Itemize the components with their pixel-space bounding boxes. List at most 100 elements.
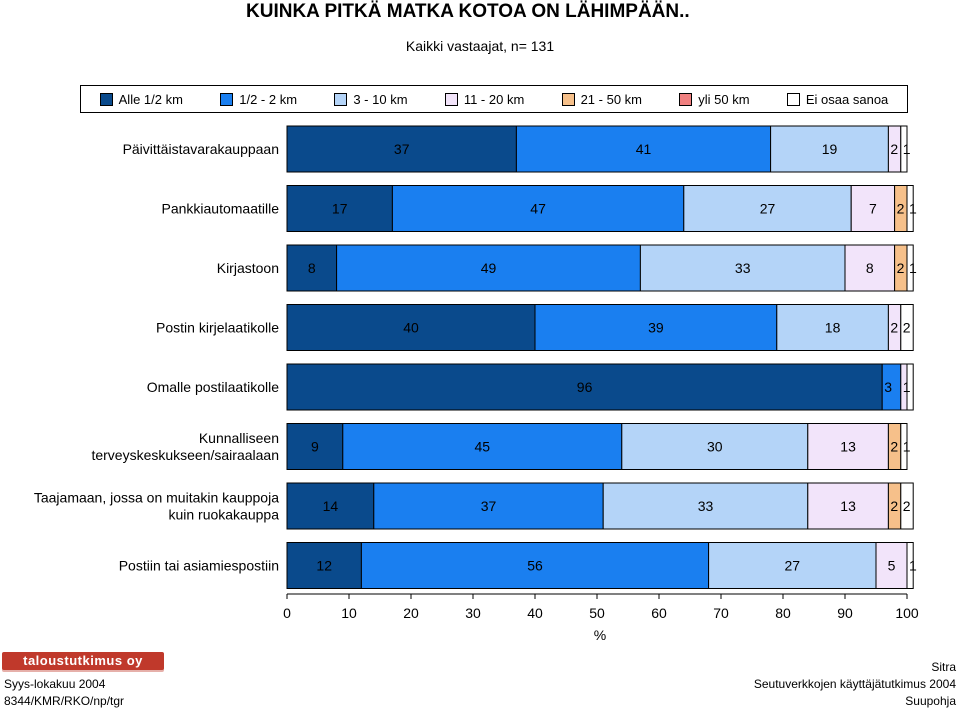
x-tick-label: 10	[341, 605, 357, 621]
data-label: 33	[735, 260, 751, 276]
bar-segment	[534, 304, 778, 351]
bar-segment	[850, 185, 896, 232]
bar-segment	[906, 244, 914, 292]
bar-segment	[900, 125, 908, 173]
legend-item: Alle 1/2 km	[99, 91, 183, 107]
bar-segment	[906, 185, 914, 232]
data-label: 2	[890, 141, 898, 157]
bar-segment	[683, 185, 852, 232]
category-label: Päivittäistavarakauppaan	[123, 141, 279, 157]
legend-swatch	[334, 92, 348, 106]
chart-subtitle: Kaikki vastaajat, n= 131	[405, 38, 555, 54]
footer-date: Syys-lokakuu 2004	[4, 677, 106, 691]
data-label: 2	[903, 320, 911, 336]
data-label: 5	[888, 558, 896, 574]
data-label: 18	[825, 320, 841, 336]
data-label: 30	[707, 439, 723, 455]
data-label: 1	[903, 439, 911, 455]
bar-segment	[602, 482, 809, 530]
bar-segment	[906, 542, 914, 589]
data-label: 27	[760, 201, 776, 217]
chart-title: KUINKA PITKÄ MATKA KOTOA ON LÄHIMPÄÄN..	[246, 1, 690, 22]
bar-segment	[286, 244, 338, 292]
data-label: 37	[394, 141, 410, 157]
bar-segment	[900, 304, 914, 351]
legend-label: yli 50 km	[698, 91, 750, 107]
data-label: 2	[897, 201, 905, 217]
x-tick-label: 30	[465, 605, 481, 621]
bar-segment	[639, 244, 846, 292]
bar-segment	[286, 482, 375, 530]
category-label: Taajamaan, jossa on muitakin kauppoja kui…	[34, 490, 279, 523]
x-tick-label: 70	[713, 605, 729, 621]
data-label: 17	[332, 201, 348, 217]
data-label: 2	[890, 320, 898, 336]
data-label: 33	[698, 498, 714, 514]
bar-segment	[391, 185, 685, 232]
data-label: 27	[785, 558, 801, 574]
x-tick-label: 90	[837, 605, 853, 621]
legend-label: 3 - 10 km	[353, 91, 408, 107]
bar-segment	[286, 185, 393, 232]
bar-segment	[342, 423, 623, 470]
bar-segment	[286, 304, 536, 351]
data-label: 8	[866, 260, 874, 276]
data-label: 96	[577, 379, 593, 395]
data-label: 19	[822, 141, 838, 157]
data-label: 7	[869, 201, 877, 217]
data-label: 14	[323, 498, 339, 514]
legend-label: 11 - 20 km	[463, 91, 525, 107]
legend-item: 1/2 - 2 km	[220, 92, 297, 107]
legend-label: 1/2 - 2 km	[239, 91, 298, 107]
data-label: 49	[481, 260, 497, 276]
data-label: 45	[475, 439, 491, 455]
data-label: 1	[909, 558, 917, 574]
category-label: Pankkiautomaatille	[161, 201, 279, 217]
data-label: 13	[840, 439, 856, 455]
legend-swatch	[444, 92, 458, 106]
stacked-bar-chart: Päivittäistavarakauppaan 37 41 19 2 1Pankkiau…	[34, 125, 919, 643]
data-label: 3	[884, 379, 892, 395]
category-label: Omalle postilaatikolle	[147, 379, 279, 395]
x-tick-label: 80	[775, 605, 791, 621]
bar-segment	[708, 542, 877, 589]
data-label: 13	[840, 498, 856, 514]
data-label: 41	[636, 141, 652, 157]
footer-study: Seutuverkkojen käyttäjätutkimus 2004	[753, 677, 956, 691]
legend-swatch	[786, 92, 800, 106]
bar-segment	[776, 304, 889, 351]
legend-label: 21 - 50 km	[580, 91, 642, 107]
data-label: 9	[311, 439, 319, 455]
bar-segment	[360, 542, 710, 589]
data-label: 8	[308, 260, 316, 276]
legend-item: yli 50 km	[679, 91, 750, 107]
data-label: 39	[648, 320, 664, 336]
bar-segment	[900, 423, 908, 470]
footer-region: Suupohja	[905, 694, 956, 708]
data-label: 2	[890, 439, 898, 455]
x-tick-label: 60	[651, 605, 667, 621]
x-tick-label: 50	[589, 605, 605, 621]
data-label: 1	[909, 260, 917, 276]
data-label: 12	[316, 558, 332, 574]
bar-segment	[900, 482, 914, 530]
footer-code: 8344/KMR/RKO/np/tgr	[4, 694, 125, 708]
legend-item: Ei osaa sanoa	[786, 92, 888, 107]
data-label: 1	[909, 201, 917, 217]
legend-item: 3 - 10 km	[334, 91, 408, 107]
legend-label: Alle 1/2 km	[118, 91, 183, 107]
data-label: 2	[897, 260, 905, 276]
data-label: 37	[481, 498, 497, 514]
legend: Alle 1/2 km 1/2 - 2 km 3 - 10 km 11 - 20 km…	[80, 85, 908, 113]
bar-segment	[286, 423, 344, 470]
data-label: 2	[903, 498, 911, 514]
bar-segment	[807, 423, 889, 470]
legend-swatch	[220, 92, 234, 106]
x-axis-label: %	[594, 627, 606, 643]
bar-segment	[336, 244, 641, 292]
legend-swatch	[99, 92, 113, 106]
legend-swatch	[561, 92, 575, 106]
data-label: 40	[403, 320, 419, 336]
x-tick-label: 0	[283, 605, 291, 621]
bar-segment	[807, 482, 889, 530]
